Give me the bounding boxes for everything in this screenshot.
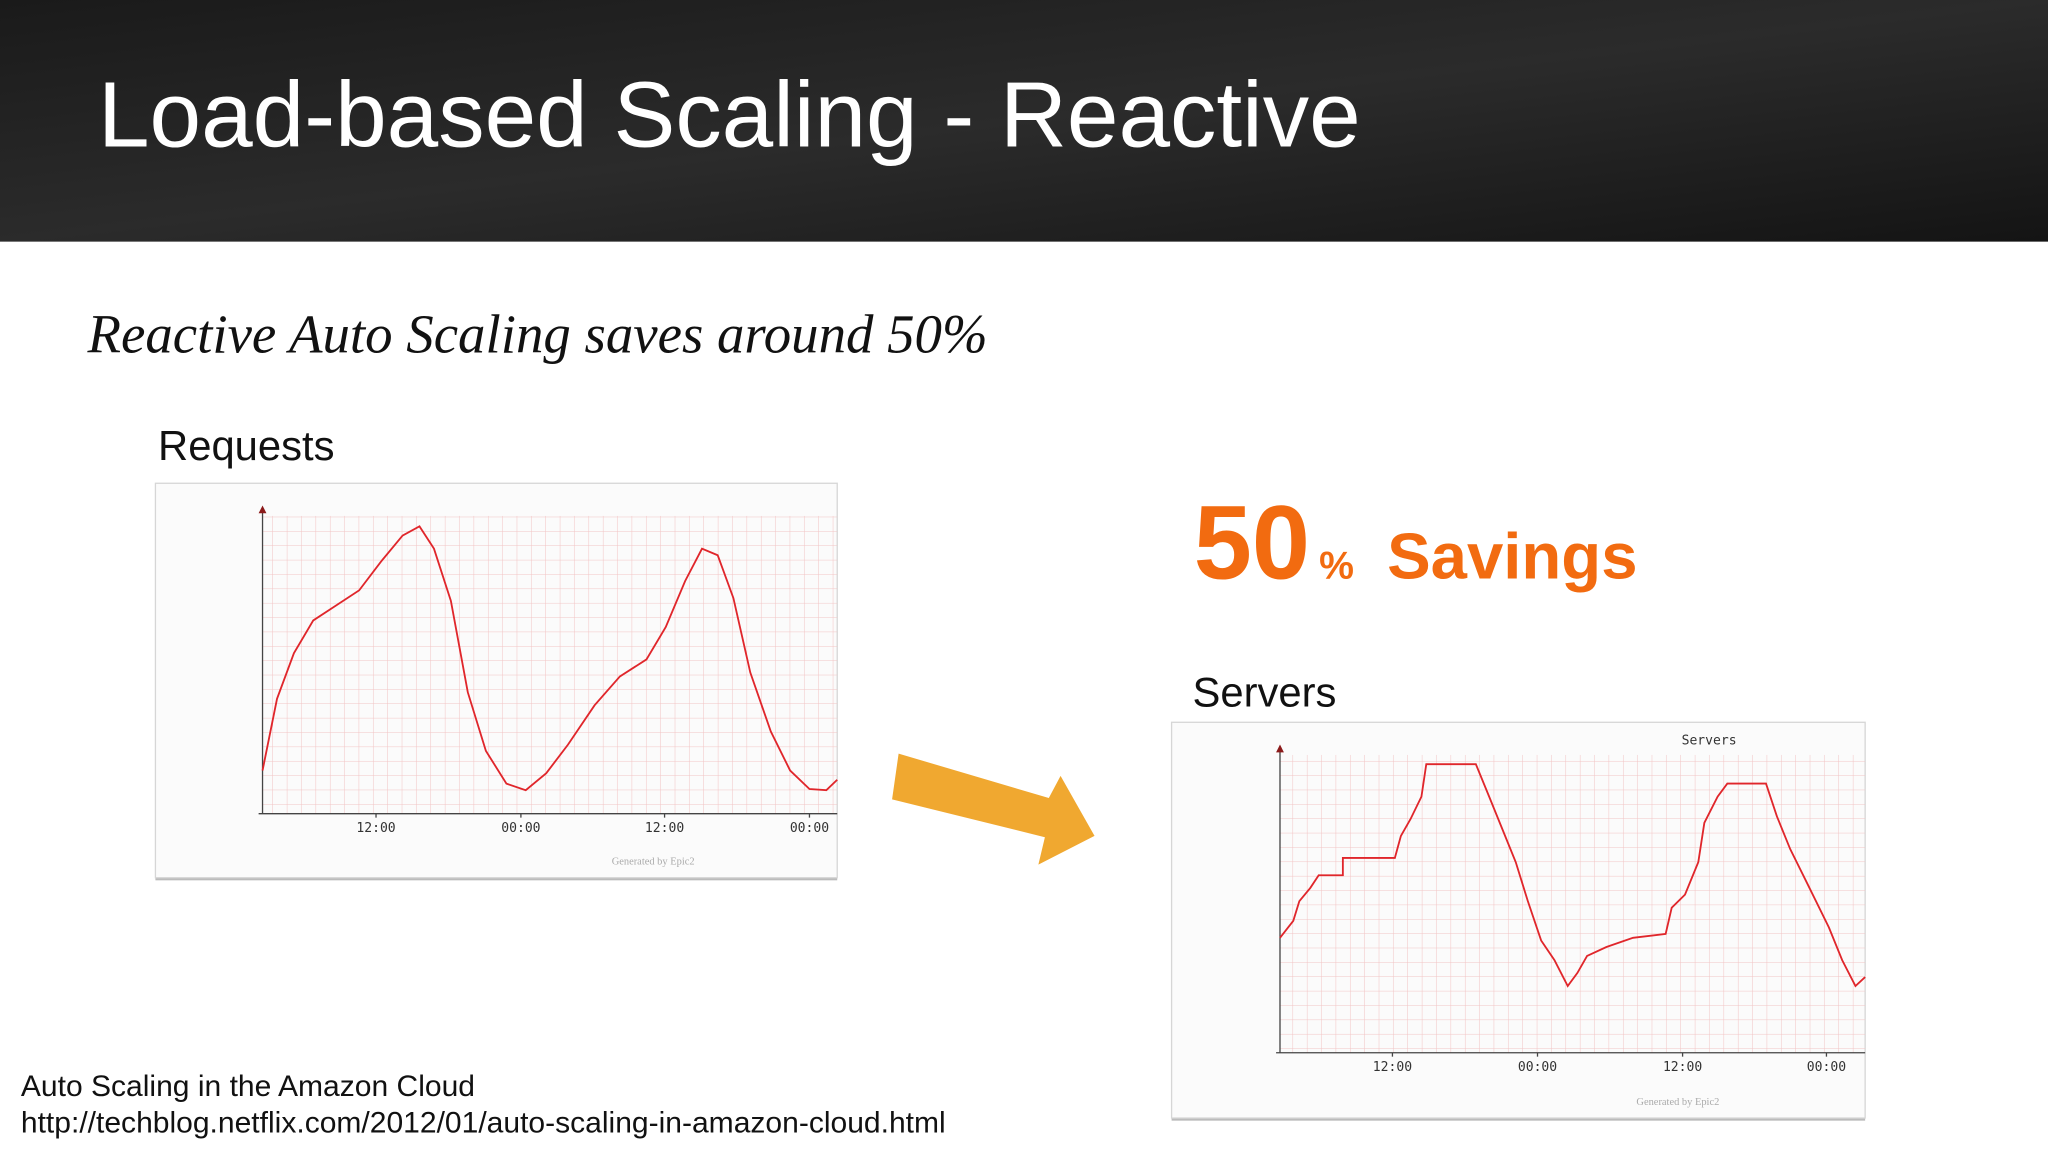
chart-caption: Requests — [158, 422, 335, 469]
footnote: Auto Scaling in the Amazon Cloud — [21, 1070, 475, 1103]
header-band — [0, 0, 2048, 242]
plot-grid — [1279, 754, 1866, 1053]
x-tick-label: 12:00 — [645, 821, 684, 836]
savings-number: 50 — [1194, 485, 1310, 602]
plot-grid — [262, 515, 838, 814]
arrow — [892, 753, 1095, 865]
x-tick-label: 00:00 — [501, 821, 540, 836]
chart: 12:00 00:00 12:00 00:00 Servers Generated by … — [1170, 721, 1866, 1121]
data-line — [261, 525, 838, 792]
x-tick-label: 00:00 — [1518, 1060, 1557, 1075]
savings-label: Savings — [1387, 520, 1637, 593]
x-tick-label: 12:00 — [1373, 1060, 1412, 1075]
footnote-url: http://techblog.netflix.com/2012/01/auto… — [21, 1106, 946, 1139]
subtitle: Reactive Auto Scaling saves around 50% — [87, 304, 988, 365]
chart: 12:00 00:00 12:00 00:00 Generated by Epic2 — [154, 482, 838, 881]
savings-percent: % — [1319, 545, 1354, 588]
chart-title: Servers — [1682, 733, 1737, 748]
data-line — [1279, 763, 1866, 988]
x-tick-label: 12:00 — [1663, 1060, 1702, 1075]
y-axis-arrow — [1276, 744, 1284, 753]
x-tick-label: 00:00 — [1807, 1060, 1846, 1075]
x-tick-label: 12:00 — [356, 821, 395, 836]
slide-title: Load-based Scaling - Reactive — [98, 62, 1361, 166]
chart-credit: Generated by Epic2 — [1636, 1097, 1719, 1108]
chart-credit: Generated by Epic2 — [612, 857, 695, 868]
y-axis-arrow — [258, 505, 267, 514]
x-tick-label: 00:00 — [790, 821, 829, 836]
chart-caption: Servers — [1192, 669, 1336, 716]
